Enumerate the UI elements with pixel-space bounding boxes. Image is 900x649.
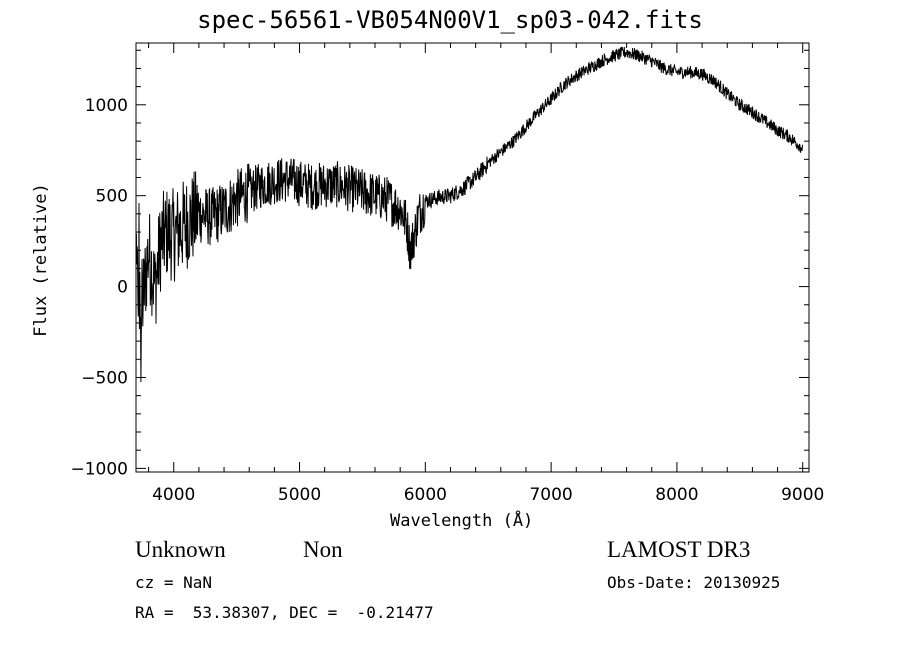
redshift-text: cz = NaN — [135, 573, 213, 592]
x-tick-label: 5000 — [278, 485, 321, 505]
axis-ticks — [136, 43, 809, 472]
object-class: Unknown — [135, 537, 226, 562]
y-axis-label: Flux (relative) — [30, 183, 51, 337]
survey-name: LAMOST DR3 — [607, 537, 751, 562]
plot-frame — [135, 42, 810, 473]
x-tick-label: 9000 — [781, 485, 824, 505]
y-tick-label: 1000 — [85, 96, 128, 116]
chart-title: spec-56561-VB054N00V1_sp03-042.fits — [197, 6, 703, 34]
y-tick-label: 500 — [96, 187, 128, 207]
axis-tick-labels: 4000 5000 6000 7000 8000 9000 −1000 −500 0 500 100… — [70, 96, 824, 505]
x-tick-label: 8000 — [655, 485, 698, 505]
y-tick-label: 0 — [117, 278, 128, 298]
spectrum-line — [135, 46, 803, 383]
object-subclass: Non — [303, 537, 343, 562]
y-tick-label: −500 — [81, 368, 128, 388]
coordinates-text: RA = 53.38307, DEC = -0.21477 — [135, 603, 434, 622]
x-tick-label: 4000 — [152, 485, 195, 505]
y-tick-label: −1000 — [70, 459, 128, 479]
x-tick-label: 6000 — [404, 485, 447, 505]
x-axis-label: Wavelength (Å) — [390, 511, 534, 531]
x-tick-label: 7000 — [529, 485, 572, 505]
obs-date-text: Obs-Date: 20130925 — [607, 573, 781, 592]
